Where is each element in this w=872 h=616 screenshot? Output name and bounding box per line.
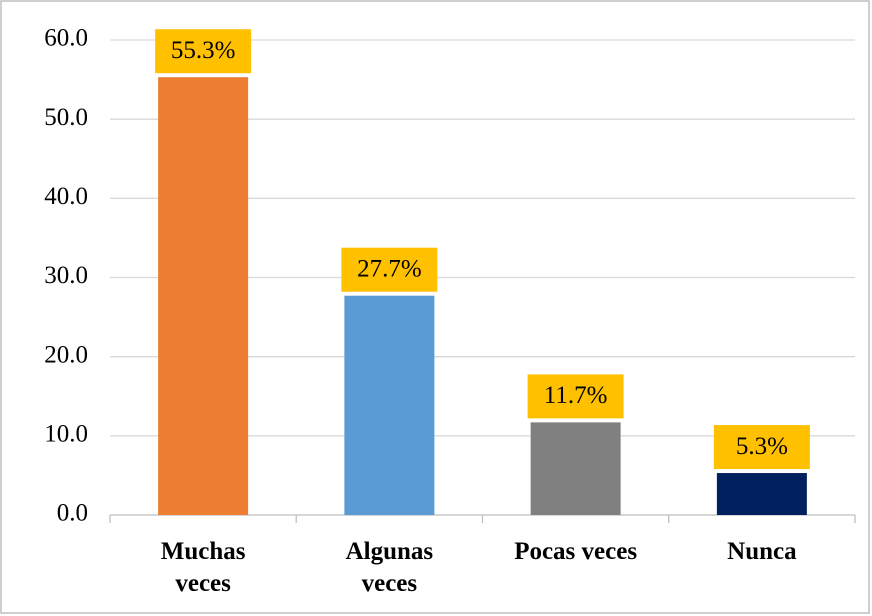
y-tick-label: 20.0: [44, 341, 88, 368]
bar: [716, 473, 807, 515]
data-label: 55.3%: [171, 37, 236, 64]
y-tick-label: 50.0: [44, 104, 88, 131]
y-tick-label: 40.0: [44, 183, 88, 210]
bar: [530, 422, 621, 515]
label-box: [527, 374, 624, 419]
y-tick-label: 60.0: [44, 25, 88, 52]
y-tick-label: 30.0: [44, 262, 88, 289]
label-box: [155, 29, 252, 74]
bar: [344, 295, 435, 515]
y-tick-label: 10.0: [44, 421, 88, 448]
y-tick-label: 0.0: [57, 500, 88, 527]
data-label: 11.7%: [544, 382, 608, 409]
x-tick-label: Muchas veces: [160, 538, 246, 597]
data-label: 5.3%: [736, 433, 788, 460]
x-tick-label: Nunca: [727, 538, 797, 565]
bar: [158, 77, 249, 515]
x-tick-label: Pocas veces: [514, 538, 638, 565]
label-box: [341, 247, 438, 292]
label-box: [713, 425, 810, 470]
data-label: 27.7%: [357, 255, 422, 282]
x-tick-label: Algunas veces: [345, 538, 434, 597]
